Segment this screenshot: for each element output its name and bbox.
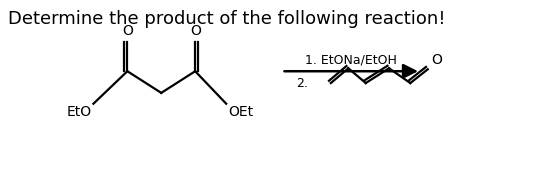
Text: O: O	[432, 53, 442, 67]
Text: EtO: EtO	[66, 105, 91, 119]
Text: Determine the product of the following reaction!: Determine the product of the following r…	[8, 10, 446, 28]
Text: OEt: OEt	[228, 105, 253, 119]
Text: 1. EtONa/EtOH: 1. EtONa/EtOH	[305, 53, 397, 66]
Text: O: O	[122, 24, 133, 38]
Text: 2.: 2.	[296, 77, 308, 90]
Text: O: O	[190, 24, 201, 38]
